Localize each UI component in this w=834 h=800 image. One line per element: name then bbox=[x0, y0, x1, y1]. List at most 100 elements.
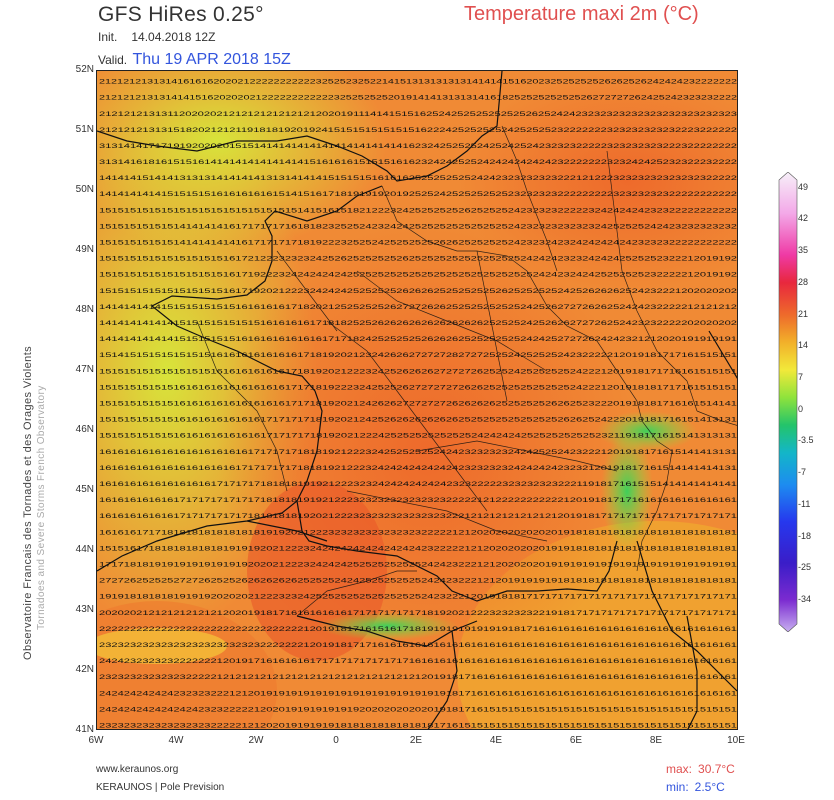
grid-value-row: 2121212131315182021212119181819201924151… bbox=[99, 127, 738, 134]
parameter-title: Temperature maxi 2m (°C) bbox=[464, 3, 699, 25]
lat-label-42n: 42N bbox=[75, 664, 94, 675]
scale-label-0: 0 bbox=[798, 404, 804, 414]
cool-channel bbox=[97, 71, 387, 251]
lat-label-46n: 46N bbox=[75, 424, 94, 435]
max-value: 30.7°C bbox=[698, 762, 735, 776]
side-credit-french: Observatoire Francais des Tornades et de… bbox=[22, 345, 34, 660]
coastlines bbox=[97, 71, 737, 729]
lat-label-51n: 51N bbox=[75, 124, 94, 135]
scale-label-m7: -7 bbox=[798, 467, 807, 477]
lat-label-41n: 41N bbox=[75, 724, 94, 735]
grid-value-row: 1616161616161717171717171818181819202122… bbox=[99, 513, 738, 520]
color-scale: 49 42 35 28 21 14 7 0 -3.5 -7 -11 -18 -2… bbox=[778, 172, 818, 632]
grid-value-row: 1515151515151616161616161617171717181920… bbox=[99, 417, 738, 424]
side-credit-english: Tornadoes and Severe Storms French Obser… bbox=[36, 385, 47, 630]
lon-label-4e: 4E bbox=[489, 735, 503, 746]
grid-value-row: 1414141514141313131414141413131414141515… bbox=[99, 175, 738, 182]
temperature-map: 2121212131314161616202021222222222223252… bbox=[96, 70, 738, 730]
lon-label-4w: 4W bbox=[168, 735, 184, 746]
scale-label-m25: -25 bbox=[798, 562, 812, 572]
grid-value-row: 1515151515151515151616161616161718192021… bbox=[99, 368, 738, 375]
grid-values: 2121212131314161616202021222222222223252… bbox=[99, 79, 738, 730]
grid-value-row: 2020202121212121212120201918171616161616… bbox=[99, 610, 738, 617]
lon-label-6e: 6E bbox=[569, 735, 583, 746]
grid-value-row: 1515151515151515151516171920212223242424… bbox=[99, 288, 738, 295]
spain-north-coast bbox=[97, 628, 227, 664]
scale-label-m3-5: -3.5 bbox=[798, 435, 814, 445]
init-label: Init. bbox=[98, 30, 118, 44]
grid-value-row: 1515151515151414141414161717171718192223… bbox=[99, 240, 738, 247]
lon-label-2w: 2W bbox=[248, 735, 264, 746]
scale-label-21: 21 bbox=[798, 309, 809, 319]
scale-label-14: 14 bbox=[798, 340, 809, 350]
init-value: 14.04.2018 12Z bbox=[131, 30, 216, 44]
grid-value-row: 1616161616161616161717171718181819192122… bbox=[99, 481, 738, 488]
valid-row: Valid. Thu 19 APR 2018 15Z bbox=[98, 51, 291, 69]
valid-value: Thu 19 APR 2018 15Z bbox=[132, 51, 291, 68]
alps-cool-north bbox=[597, 411, 697, 451]
borders bbox=[196, 125, 737, 617]
lat-label-52n: 52N bbox=[75, 64, 94, 75]
grid-value-row: 1515151515151515151516172122232323242526… bbox=[99, 256, 738, 263]
scale-label-m11: -11 bbox=[798, 499, 811, 509]
scale-label-7: 7 bbox=[798, 372, 804, 382]
grid-value-row: 1515161718181818181819191920212223242424… bbox=[99, 545, 738, 552]
grid-value-row: 1616161616161616161616171717171718181921… bbox=[99, 465, 738, 472]
grid-value-row: 2222222222222222222222222222222221201918… bbox=[99, 626, 738, 633]
grid-value-row: 2121212131314141516202020212222222222223… bbox=[99, 95, 738, 102]
grid-value-row: 1616161717181818181818181819192021222323… bbox=[99, 529, 738, 536]
lon-label-0: 0 bbox=[333, 735, 339, 746]
grid-value-row: 1515151515151414141416171717171618182325… bbox=[99, 223, 738, 230]
grid-value-row: 1616161616161616161616161717171718181921… bbox=[99, 449, 738, 456]
grid-value-row: 2323232323232323232222212120201919191918… bbox=[99, 723, 738, 730]
lat-label-44n: 44N bbox=[75, 544, 94, 555]
footer-site: www.keraunos.org bbox=[96, 764, 179, 775]
lat-label-43n: 43N bbox=[75, 604, 94, 615]
lon-label-8e: 8E bbox=[649, 735, 663, 746]
lat-label-50n: 50N bbox=[75, 184, 94, 195]
max-label: max: bbox=[666, 762, 693, 776]
lat-label-48n: 48N bbox=[75, 304, 94, 315]
min-value: 2.5°C bbox=[694, 780, 725, 794]
scale-label-35: 35 bbox=[798, 245, 809, 255]
side-credit: Observatoire Francais des Tornades et de… bbox=[8, 70, 48, 730]
max-stat: max: 30.7°C bbox=[666, 762, 735, 776]
grid-value-row: 1717181819191919191919192020212223242424… bbox=[99, 562, 738, 569]
grid-value-row: 2727262525252727262525262626262625252524… bbox=[99, 578, 738, 585]
hot-germany bbox=[457, 71, 737, 291]
footer-brand: KERAUNOS | Pole Prevision bbox=[96, 782, 225, 793]
grid-value-row: 1515151515151616161616161616161717181920… bbox=[99, 401, 738, 408]
grid-value-row: 1514151515151515151616161616161617181920… bbox=[99, 352, 738, 359]
alps-cool bbox=[601, 431, 653, 551]
grid-value-row: 1414141414141515151515161616161616161717… bbox=[99, 336, 738, 343]
grid-value-row: 3131416181615151614141414141414141516161… bbox=[99, 159, 738, 166]
grid-value-row: 1414141414151515151616161616151415161718… bbox=[99, 191, 738, 198]
grid-value-row: 1515151515151515151515151515151514151615… bbox=[99, 207, 738, 214]
scale-label-m18: -18 bbox=[798, 531, 812, 541]
model-title: GFS HiRes 0.25° bbox=[98, 3, 264, 26]
grid-value-row: 1515151515151616161616161617171717181920… bbox=[99, 433, 738, 440]
lon-label-10e: 10E bbox=[727, 735, 745, 746]
grid-value-row: 2424242424242323232221212019191919191919… bbox=[99, 690, 738, 697]
map-canvas: 2121212131314161616202021222222222223252… bbox=[97, 71, 738, 730]
grid-value-row: 2323232323232323232323232322222221201918… bbox=[99, 642, 738, 649]
grid-value-row: 1414141414151515151515161616161718202125… bbox=[99, 304, 738, 311]
grid-value-row: 1414141414141515151515151516161616171818… bbox=[99, 320, 738, 327]
lon-label-2e: 2E bbox=[409, 735, 423, 746]
grid-value-row: 1515151515151616161616161616161717181922… bbox=[99, 384, 738, 391]
grid-value-row: 2424242424242424232322222120201919191919… bbox=[99, 706, 738, 713]
grid-value-row: 2121212131311202020212121212121212120201… bbox=[99, 111, 738, 118]
scale-label-49: 49 bbox=[798, 182, 809, 192]
pyrenees-cool bbox=[317, 612, 457, 640]
color-scale-bar bbox=[778, 172, 798, 632]
min-stat: min: 2.5°C bbox=[666, 780, 725, 794]
grid-value-row: 1616161616161717171717171718181819192122… bbox=[99, 497, 738, 504]
grid-value-row: 3131414171719192020201515141414141414141… bbox=[99, 143, 738, 150]
lat-label-45n: 45N bbox=[75, 484, 94, 495]
scale-label-28: 28 bbox=[798, 277, 809, 287]
lon-label-6w: 6W bbox=[88, 735, 104, 746]
valid-label: Valid. bbox=[98, 53, 128, 67]
grid-value-row: 2323232323232322222121212121212121212121… bbox=[99, 674, 738, 681]
grid-value-row: 1515151515151515151516171922232424242424… bbox=[99, 272, 738, 279]
lat-label-49n: 49N bbox=[75, 244, 94, 255]
